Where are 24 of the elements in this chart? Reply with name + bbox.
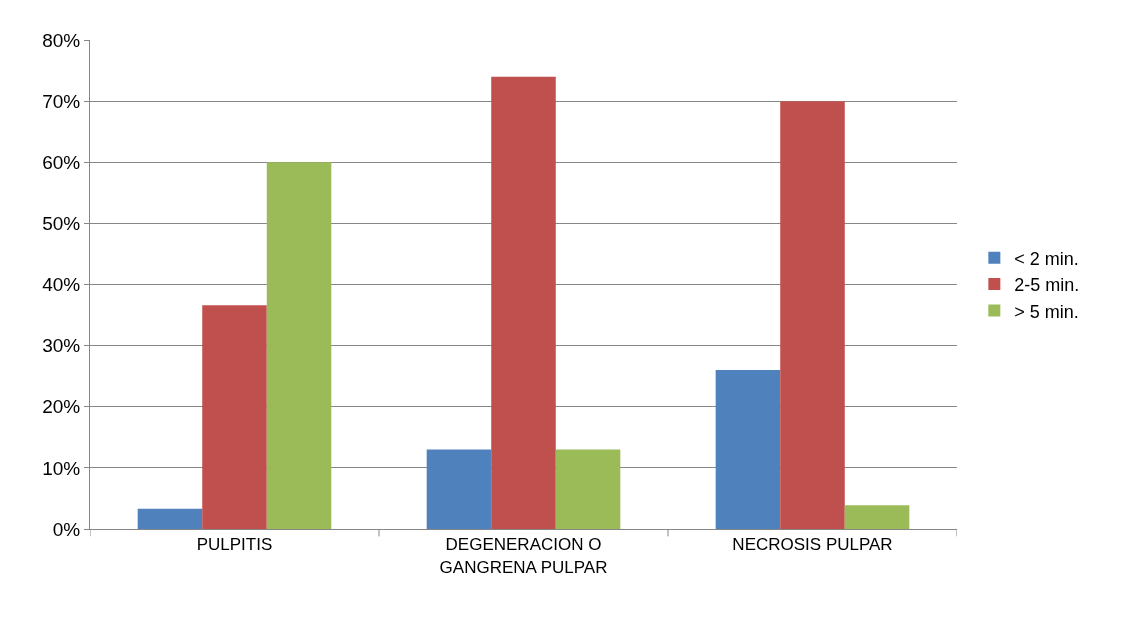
bar	[780, 101, 845, 529]
bar	[491, 76, 556, 529]
bar	[266, 162, 332, 529]
bar	[202, 305, 267, 529]
bar	[137, 508, 203, 529]
y-tick-label: 60%	[42, 151, 81, 173]
bar	[844, 505, 910, 529]
y-tick-label: 30%	[42, 335, 81, 357]
bar	[426, 449, 492, 529]
y-tick-label: 50%	[42, 213, 81, 235]
bar	[715, 370, 781, 529]
y-tick-label: 70%	[42, 90, 81, 112]
y-tick-label: 80%	[42, 29, 81, 51]
legend-label: 2-5 min.	[1014, 275, 1080, 296]
y-tick-label: 20%	[42, 396, 81, 418]
x-tick-label: PULPITIS	[196, 535, 273, 555]
legend-label: > 5 min.	[1014, 301, 1079, 322]
x-tick-label: NECROSIS PULPAR	[732, 535, 893, 555]
y-tick-label: 0%	[52, 518, 81, 540]
x-tick-label: DEGENERACION O GANGRENA PULPAR	[439, 535, 608, 577]
y-tick-label: 10%	[42, 457, 81, 479]
y-tick-label: 40%	[42, 274, 81, 296]
legend-label: < 2 min.	[1014, 248, 1079, 269]
bar	[555, 449, 621, 529]
